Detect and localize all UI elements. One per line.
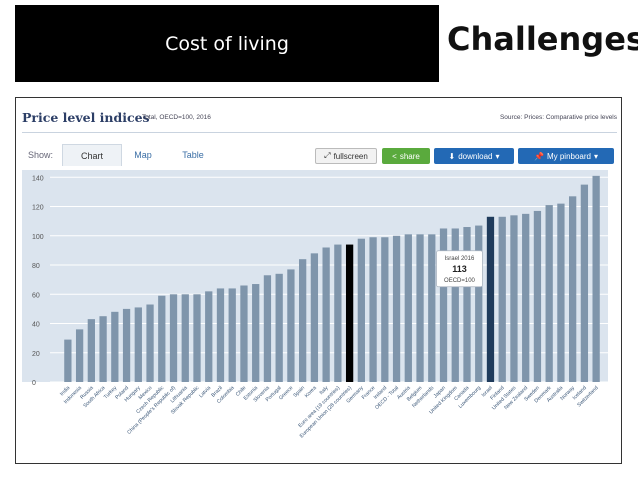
bar [64,339,72,382]
tab-chart[interactable]: Chart [62,144,122,166]
bar [99,316,107,382]
tab-map[interactable]: Map [134,150,152,160]
header-divider [22,132,617,133]
chart-subtitle: Total, OECD=100, 2016 [142,114,211,121]
bar [369,237,377,382]
bar [498,216,506,382]
chart-title: Price level indices [22,110,150,125]
bar [416,234,424,382]
y-tick-label: 140 [32,175,44,182]
y-tick-label: 100 [32,234,44,241]
bar [263,275,272,382]
bar [510,215,518,382]
bar [310,253,319,382]
bar [111,311,119,382]
y-tick-label: 20 [32,351,40,358]
y-tick-label: 0 [32,380,36,387]
fullscreen-button[interactable]: ⤢ fullscreen [315,148,377,164]
tooltip-note: OECD=100 [444,278,476,284]
download-button[interactable]: ⬇ download ▾ [434,148,514,164]
bar-chart-svg: 020406080100120140IndiaIndonesiaRussiaSo… [22,170,608,439]
bar [580,184,589,382]
bar [451,228,459,382]
chart-header: Price level indices Total, OECD=100, 201… [22,110,617,130]
x-tick-label: Korea [304,385,318,399]
bar [216,288,225,382]
bar [240,285,248,382]
bar [181,294,189,382]
fullscreen-icon: ⤢ [324,151,331,160]
y-tick-label: 80 [32,263,40,270]
bar [592,175,600,382]
chart-source[interactable]: Source: Prices: Comparative price levels [499,114,617,121]
y-tick-label: 120 [32,205,44,212]
bar [557,203,565,382]
tooltip-label: Israel 2016 [445,256,475,262]
bar [275,273,283,382]
bar [75,329,84,382]
share-button[interactable]: < share [382,148,430,164]
bar [357,238,365,382]
bar [381,237,389,382]
bar [486,216,495,382]
bar [122,308,131,382]
bar [404,234,412,382]
bar [545,205,553,382]
tooltip-value: 113 [452,264,467,274]
fullscreen-label: fullscreen [333,151,368,161]
bar [134,307,142,382]
bar [428,234,436,382]
y-tick-label: 40 [32,322,40,329]
bar [475,225,483,382]
x-tick-label: Latvia [198,385,212,399]
download-icon: ⬇ [448,151,456,161]
bar [439,228,448,382]
tab-table[interactable]: Table [182,150,204,160]
bar [87,319,95,382]
bar [287,269,295,382]
slide-title-bar: Cost of living [15,5,439,82]
chart-plot: 0 20 40 60 80 100 120 140 India Indonesia Russia So… [22,168,612,458]
slide-title: Cost of living [165,32,289,55]
chart-widget: Price level indices Total, OECD=100, 201… [15,97,622,464]
chevron-down-icon: ▾ [593,151,598,161]
tooltip-box [436,250,483,288]
download-label: download [458,151,493,161]
bar [334,244,342,382]
show-label: Show: [28,150,54,160]
bar [205,291,213,382]
chevron-down-icon: ▾ [495,151,500,161]
bar [522,213,530,382]
x-tick-label: Spain [292,385,306,399]
bar [299,259,307,382]
pinboard-label: My pinboard [546,151,591,161]
bar [169,294,178,382]
bar [193,294,201,382]
bar [146,304,154,382]
bar [569,196,577,382]
pinboard-button[interactable]: 📌 My pinboard ▾ [518,148,614,164]
bar [158,295,166,382]
bar [252,284,260,382]
chart-toolbar: Show: Chart Map Table ⤢ fullscreen < sha… [22,144,617,166]
pin-icon: 📌 [533,151,544,161]
bar [533,210,542,382]
share-icon: < [392,151,397,161]
bar [228,288,236,382]
bar [345,244,354,382]
y-tick-label: 60 [32,292,40,299]
slide-headline: Challenges [447,20,638,58]
bar [392,235,401,382]
bar [463,227,471,382]
share-label: share [399,151,420,161]
bar [322,247,330,382]
x-tick-label: Italy [319,385,330,396]
